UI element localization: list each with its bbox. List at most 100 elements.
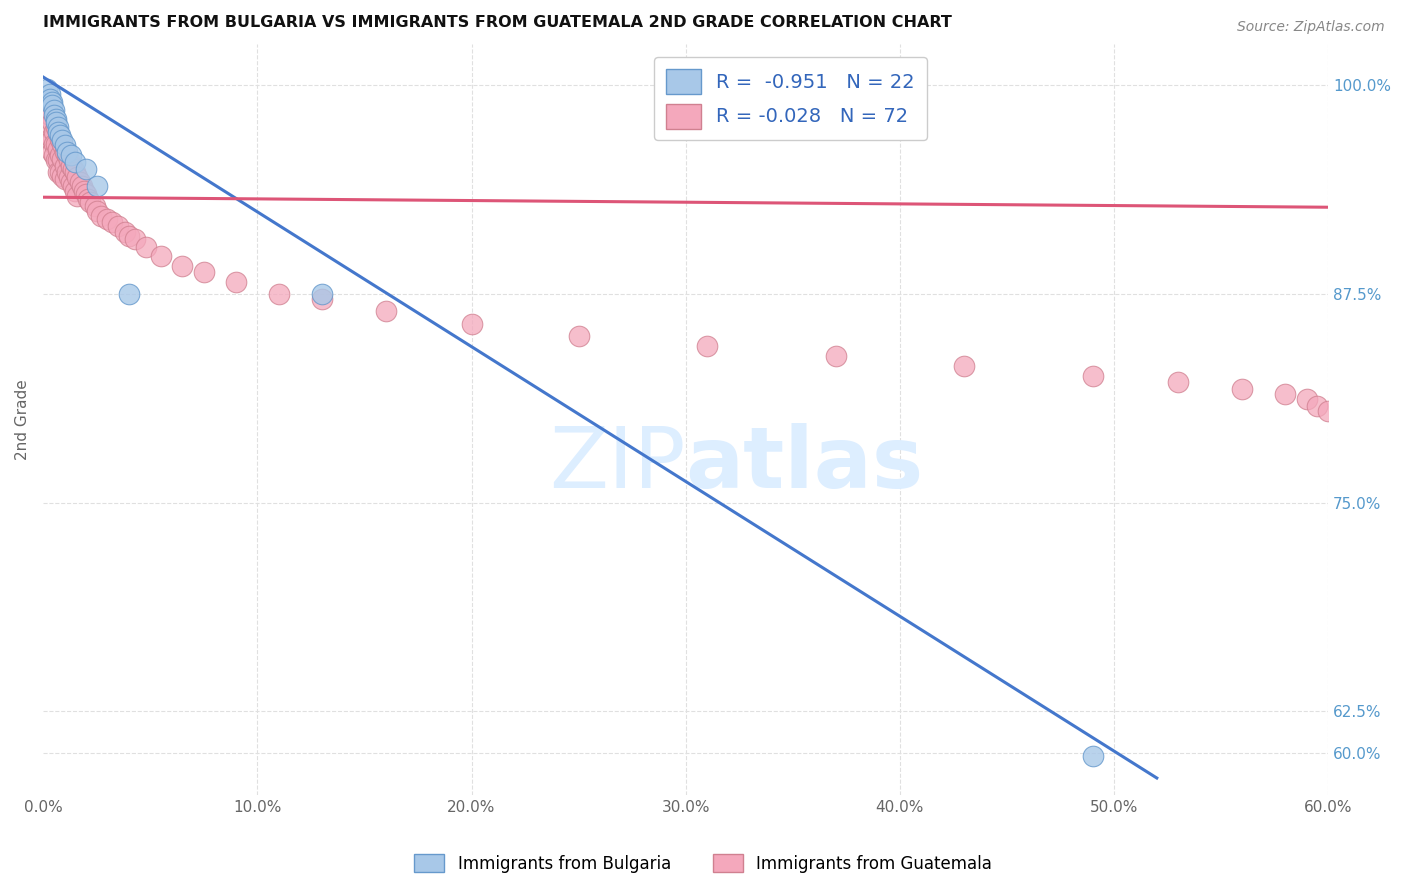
Point: [83, 198, 105, 212]
Point: [90, 209, 112, 223]
Point: [53, 159, 76, 173]
Point: [53, 145, 76, 160]
Point: [62, 178, 84, 193]
Point: [107, 219, 129, 233]
Point: [38, 87, 60, 101]
Point: [696, 339, 718, 353]
Point: [79, 195, 101, 210]
Point: [953, 359, 976, 373]
Text: ZIP: ZIP: [550, 423, 686, 506]
Point: [60, 175, 83, 189]
Y-axis label: 2nd Grade: 2nd Grade: [15, 379, 30, 459]
Point: [1274, 387, 1296, 401]
Point: [46, 153, 69, 168]
Point: [66, 188, 89, 202]
Point: [51, 136, 73, 151]
Point: [149, 249, 172, 263]
Point: [53, 138, 76, 153]
Point: [46, 142, 69, 156]
Point: [1081, 749, 1104, 764]
Point: [41, 98, 63, 112]
Point: [58, 170, 80, 185]
Point: [172, 259, 194, 273]
Point: [51, 169, 73, 183]
Legend: R =  -0.951   N = 22, R = -0.028   N = 72: R = -0.951 N = 22, R = -0.028 N = 72: [654, 57, 927, 140]
Point: [55, 145, 77, 160]
Point: [42, 136, 65, 151]
Point: [45, 115, 67, 129]
Point: [65, 155, 87, 169]
Point: [118, 228, 141, 243]
Point: [96, 211, 118, 226]
Point: [69, 175, 91, 189]
Point: [1317, 404, 1340, 418]
Point: [46, 120, 69, 135]
Point: [1167, 376, 1189, 390]
Point: [311, 292, 333, 306]
Point: [73, 184, 96, 198]
Point: [45, 112, 67, 126]
Text: IMMIGRANTS FROM BULGARIA VS IMMIGRANTS FROM GUATEMALA 2ND GRADE CORRELATION CHAR: IMMIGRANTS FROM BULGARIA VS IMMIGRANTS F…: [44, 15, 952, 30]
Point: [42, 108, 65, 122]
Point: [41, 132, 63, 146]
Point: [45, 153, 67, 168]
Point: [124, 232, 146, 246]
Text: atlas: atlas: [686, 423, 924, 506]
Point: [49, 148, 72, 162]
Point: [66, 170, 89, 185]
Point: [46, 125, 69, 139]
Point: [311, 287, 333, 301]
Point: [51, 152, 73, 166]
Point: [46, 165, 69, 179]
Point: [193, 265, 215, 279]
Point: [65, 165, 87, 179]
Point: [53, 172, 76, 186]
Point: [225, 276, 247, 290]
Point: [55, 165, 77, 179]
Point: [46, 125, 69, 139]
Point: [37, 81, 59, 95]
Point: [86, 203, 108, 218]
Point: [1232, 382, 1254, 396]
Point: [45, 136, 67, 151]
Point: [42, 125, 65, 139]
Point: [1081, 368, 1104, 383]
Point: [824, 349, 846, 363]
Point: [58, 153, 80, 168]
Point: [60, 159, 83, 173]
Point: [41, 145, 63, 160]
Point: [65, 184, 87, 198]
Point: [60, 148, 83, 162]
Point: [568, 328, 591, 343]
Point: [70, 178, 93, 193]
Point: [75, 186, 97, 201]
Point: [38, 92, 60, 106]
Point: [1306, 399, 1329, 413]
Point: [41, 115, 63, 129]
Point: [100, 215, 122, 229]
Point: [45, 120, 67, 135]
Point: [77, 192, 100, 206]
Point: [86, 178, 108, 193]
Point: [49, 128, 72, 143]
Point: [49, 165, 72, 179]
Point: [374, 303, 396, 318]
Text: Source: ZipAtlas.com: Source: ZipAtlas.com: [1237, 20, 1385, 34]
Point: [55, 148, 77, 162]
Point: [42, 148, 65, 162]
Point: [114, 225, 136, 239]
Point: [41, 95, 63, 109]
Point: [118, 287, 141, 301]
Point: [42, 103, 65, 118]
Point: [75, 161, 97, 176]
Point: [62, 161, 84, 176]
Point: [267, 287, 290, 301]
Point: [37, 120, 59, 135]
Point: [135, 240, 157, 254]
Point: [38, 132, 60, 146]
Point: [38, 108, 60, 122]
Point: [51, 133, 73, 147]
Legend: Immigrants from Bulgaria, Immigrants from Guatemala: Immigrants from Bulgaria, Immigrants fro…: [408, 847, 998, 880]
Point: [49, 132, 72, 146]
Point: [460, 317, 482, 331]
